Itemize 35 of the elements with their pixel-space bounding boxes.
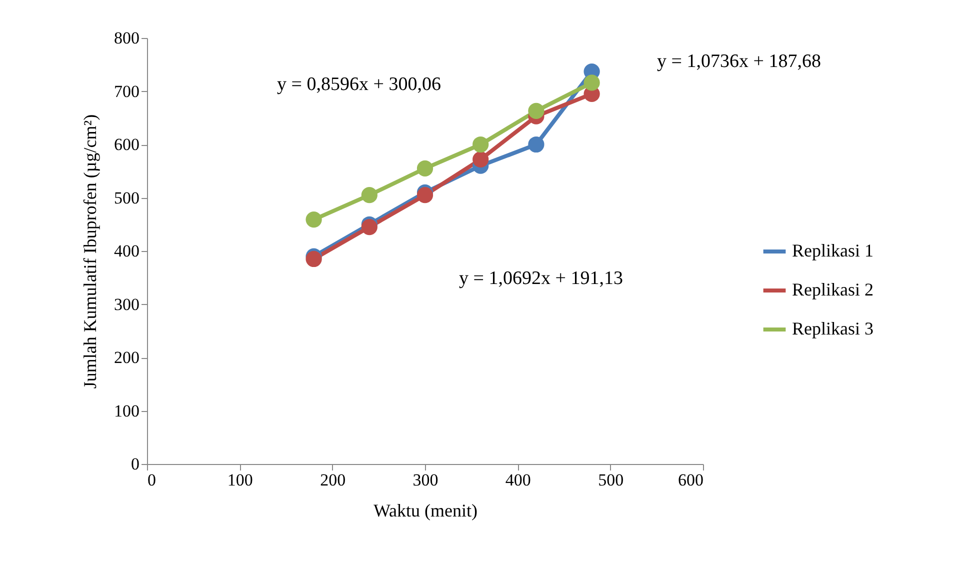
y-tick-label: 400	[114, 242, 140, 260]
point	[528, 102, 544, 119]
point	[472, 151, 489, 168]
x-tick-label: 100	[227, 470, 253, 490]
y-tick-label: 500	[114, 188, 140, 208]
legend-label: Replikasi 2	[792, 280, 874, 300]
y-tick-label: 600	[114, 135, 140, 154]
y-axis-title: Jumlah Kumulatif Ibuprofen (µg/cm²)	[80, 114, 100, 389]
x-tick-label: 200	[320, 470, 346, 490]
y-tick-label: 300	[114, 294, 140, 314]
x-tick-label: 400	[505, 470, 531, 490]
x-tick-label: 600	[678, 470, 704, 490]
point	[472, 136, 489, 153]
point	[528, 136, 544, 153]
point	[306, 250, 322, 268]
y-tick-label: 200	[114, 348, 140, 367]
point	[306, 212, 322, 228]
x-tick-label: 0	[148, 470, 156, 490]
y-tick-label: 700	[114, 82, 140, 101]
point	[361, 218, 378, 236]
annotation: y = 1,0736x + 187,68	[657, 51, 821, 72]
y-tick-label: 0	[131, 454, 140, 474]
annotation: y = 1,0692x + 191,13	[459, 268, 623, 289]
y-tick-label: 800	[114, 28, 140, 48]
y-tick-label: 100	[114, 401, 140, 420]
legend-label: Replikasi 3	[792, 318, 874, 338]
x-tick-label: 300	[412, 470, 438, 490]
point	[361, 187, 378, 204]
point	[416, 187, 434, 204]
point	[416, 160, 434, 177]
x-axis-title: Waktu (menit)	[373, 500, 478, 520]
legend-label: Replikasi 1	[792, 240, 874, 260]
point	[584, 74, 600, 91]
annotation: y = 0,8596x + 300,06	[277, 74, 441, 95]
x-tick-label: 500	[598, 470, 624, 490]
